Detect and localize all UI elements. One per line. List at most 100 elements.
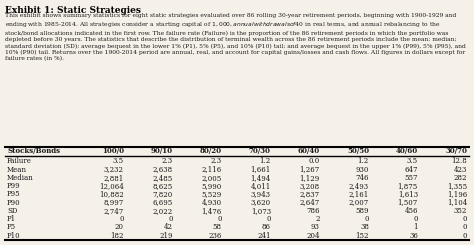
Text: 1,661: 1,661 [251,166,271,173]
Text: 352: 352 [454,207,467,215]
Text: 1.2: 1.2 [260,157,271,165]
Text: Exhibit 1: Static Strategies: Exhibit 1: Static Strategies [5,6,141,15]
Text: 1,875: 1,875 [398,182,418,190]
Text: 58: 58 [213,223,222,232]
Text: 1,507: 1,507 [398,199,418,207]
Text: 70/30: 70/30 [249,147,271,155]
Text: 2,485: 2,485 [153,174,173,182]
Text: 204: 204 [306,232,320,240]
Text: 0: 0 [119,215,124,223]
Text: 647: 647 [404,166,418,173]
Text: 557: 557 [404,174,418,182]
Text: 10,882: 10,882 [99,190,124,198]
Text: Failure: Failure [7,157,32,165]
Text: 0: 0 [266,215,271,223]
Text: 2,493: 2,493 [349,182,369,190]
Text: 93: 93 [311,223,320,232]
Text: 8,997: 8,997 [103,199,124,207]
Text: 182: 182 [110,232,124,240]
Text: 1,613: 1,613 [398,190,418,198]
Text: 2.3: 2.3 [162,157,173,165]
Text: 2,638: 2,638 [153,166,173,173]
Text: P95: P95 [7,190,21,198]
Text: 1,355: 1,355 [447,182,467,190]
Text: 3,620: 3,620 [251,199,271,207]
Text: 100/0: 100/0 [102,147,124,155]
Text: 236: 236 [209,232,222,240]
Text: 1: 1 [413,223,418,232]
Text: 152: 152 [356,232,369,240]
Text: 60/40: 60/40 [298,147,320,155]
Text: 3,943: 3,943 [251,190,271,198]
Text: P90: P90 [7,199,21,207]
Text: P10: P10 [7,232,21,240]
Text: 746: 746 [356,174,369,182]
Text: 930: 930 [356,166,369,173]
Text: 4,011: 4,011 [251,182,271,190]
Text: 86: 86 [262,223,271,232]
Text: 0: 0 [463,223,467,232]
Text: 6,695: 6,695 [153,199,173,207]
Text: 3,232: 3,232 [104,166,124,173]
Text: 0: 0 [168,215,173,223]
Text: 1,104: 1,104 [447,199,467,207]
Text: 8,625: 8,625 [153,182,173,190]
Text: 1.2: 1.2 [358,157,369,165]
Text: 2,005: 2,005 [201,174,222,182]
Text: P99: P99 [7,182,21,190]
Text: 2,007: 2,007 [349,199,369,207]
Text: 3.5: 3.5 [113,157,124,165]
Text: 282: 282 [454,174,467,182]
Text: P1: P1 [7,215,16,223]
Text: 12.8: 12.8 [451,157,467,165]
Text: 36: 36 [409,232,418,240]
Text: 1,073: 1,073 [251,207,271,215]
Text: 2,837: 2,837 [300,190,320,198]
Text: 0: 0 [365,215,369,223]
Text: 3,208: 3,208 [300,182,320,190]
Text: 219: 219 [159,232,173,240]
Text: 1,267: 1,267 [300,166,320,173]
Text: 0: 0 [217,215,222,223]
Text: 2,022: 2,022 [153,207,173,215]
Text: 2,116: 2,116 [201,166,222,173]
Text: 0: 0 [413,215,418,223]
Text: 40/60: 40/60 [396,147,418,155]
Text: 2,747: 2,747 [103,207,124,215]
Text: 5,529: 5,529 [201,190,222,198]
Text: Stocks/Bonds: Stocks/Bonds [7,147,60,155]
Text: 1,129: 1,129 [300,174,320,182]
Text: P5: P5 [7,223,16,232]
Text: 2,881: 2,881 [103,174,124,182]
Text: 30/70: 30/70 [445,147,467,155]
Text: 423: 423 [454,166,467,173]
Text: 1,494: 1,494 [251,174,271,182]
Text: 7,820: 7,820 [153,190,173,198]
Text: 0: 0 [463,232,467,240]
Text: 4,930: 4,930 [202,199,222,207]
Text: 90/10: 90/10 [151,147,173,155]
Text: 5,990: 5,990 [201,182,222,190]
Text: 2.3: 2.3 [211,157,222,165]
Text: 3.5: 3.5 [407,157,418,165]
Text: 589: 589 [356,207,369,215]
Text: 456: 456 [404,207,418,215]
Text: SD: SD [7,207,18,215]
Text: 80/20: 80/20 [200,147,222,155]
Text: 241: 241 [257,232,271,240]
Text: 12,064: 12,064 [99,182,124,190]
Text: 0.0: 0.0 [309,157,320,165]
Text: 2,161: 2,161 [349,190,369,198]
Text: 2: 2 [315,215,320,223]
Text: 20: 20 [115,223,124,232]
Text: 2,647: 2,647 [300,199,320,207]
Text: 786: 786 [306,207,320,215]
Text: 50/50: 50/50 [347,147,369,155]
Text: 0: 0 [463,215,467,223]
Text: 1,476: 1,476 [201,207,222,215]
Text: This exhibit shows summary statistics for eight static strategies evaluated over: This exhibit shows summary statistics fo… [5,13,465,61]
Text: Median: Median [7,174,34,182]
Text: Mean: Mean [7,166,27,173]
Text: 38: 38 [360,223,369,232]
Text: 42: 42 [164,223,173,232]
